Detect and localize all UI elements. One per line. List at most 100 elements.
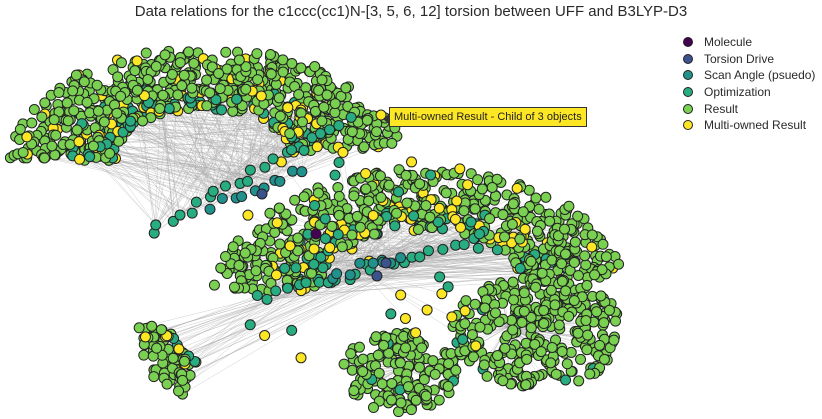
optimization-node[interactable] [458, 239, 470, 251]
graph-node[interactable] [351, 210, 363, 222]
graph-node[interactable] [472, 174, 484, 186]
graph-node[interactable] [586, 229, 598, 241]
graph-node[interactable] [582, 329, 594, 341]
torsion-drive-node[interactable] [371, 270, 383, 282]
graph-node[interactable] [613, 258, 625, 270]
graph-node[interactable] [400, 169, 412, 181]
graph-node[interactable] [507, 324, 519, 336]
graph-node[interactable] [378, 339, 390, 351]
graph-node[interactable] [553, 319, 565, 331]
graph-node[interactable] [416, 342, 428, 354]
graph-node[interactable] [460, 295, 472, 307]
graph-node[interactable] [581, 344, 593, 356]
graph-node[interactable] [521, 353, 533, 365]
graph-node[interactable] [167, 352, 179, 364]
graph-node[interactable] [529, 338, 541, 350]
graph-node[interactable] [414, 178, 426, 190]
graph-node[interactable] [252, 74, 264, 86]
graph-node[interactable] [36, 111, 48, 123]
optimization-node[interactable] [314, 128, 326, 140]
graph-node[interactable] [360, 168, 372, 180]
graph-node[interactable] [492, 350, 504, 362]
optimization-node[interactable] [174, 209, 186, 221]
graph-node[interactable] [255, 90, 267, 102]
graph-node[interactable] [316, 74, 328, 86]
graph-node[interactable] [324, 242, 336, 254]
graph-node[interactable] [386, 377, 398, 389]
graph-node[interactable] [360, 183, 372, 195]
graph-node[interactable] [298, 191, 310, 203]
graph-node[interactable] [400, 342, 412, 354]
graph-node[interactable] [410, 327, 422, 339]
graph-node[interactable] [408, 210, 420, 222]
graph-node[interactable] [140, 47, 152, 59]
graph-node[interactable] [429, 368, 441, 380]
graph-node[interactable] [402, 381, 414, 393]
graph-node[interactable] [358, 141, 370, 153]
graph-node[interactable] [329, 98, 341, 110]
optimization-node[interactable] [244, 164, 256, 176]
graph-node[interactable] [305, 267, 317, 279]
graph-node[interactable] [346, 126, 358, 138]
graph-node[interactable] [499, 231, 511, 243]
graph-node[interactable] [133, 322, 145, 334]
graph-node[interactable] [46, 140, 58, 152]
legend-item-scan-angle[interactable]: Scan Angle (psuedo) [683, 67, 815, 84]
graph-node[interactable] [538, 318, 550, 330]
graph-node[interactable] [371, 126, 383, 138]
legend-item-result[interactable]: Result [683, 100, 815, 117]
graph-node[interactable] [445, 348, 457, 360]
graph-node[interactable] [112, 71, 124, 83]
graph-node[interactable] [240, 83, 252, 95]
graph-node[interactable] [313, 84, 325, 96]
graph-node[interactable] [318, 101, 330, 113]
graph-node[interactable] [497, 209, 509, 221]
graph-node[interactable] [469, 298, 481, 310]
graph-node[interactable] [204, 87, 216, 99]
graph-node[interactable] [559, 223, 571, 235]
graph-node[interactable] [552, 230, 564, 242]
graph-node[interactable] [421, 304, 433, 316]
graph-node[interactable] [507, 198, 519, 210]
graph-node[interactable] [591, 306, 603, 318]
graph-node[interactable] [178, 355, 190, 367]
graph-node[interactable] [111, 107, 123, 119]
optimization-node[interactable] [150, 219, 162, 231]
graph-node[interactable] [424, 211, 436, 223]
optimization-node[interactable] [270, 285, 282, 297]
graph-node[interactable] [563, 200, 575, 212]
optimization-node[interactable] [345, 111, 357, 123]
graph-node[interactable] [240, 61, 252, 73]
graph-node[interactable] [530, 192, 542, 204]
scan-angle-node[interactable] [216, 192, 228, 204]
graph-node[interactable] [589, 269, 601, 281]
graph-node[interactable] [231, 93, 243, 105]
graph-node[interactable] [338, 358, 350, 370]
graph-node[interactable] [142, 73, 154, 85]
graph-node[interactable] [394, 357, 406, 369]
graph-node[interactable] [340, 82, 352, 94]
graph-node[interactable] [53, 106, 65, 118]
graph-node[interactable] [104, 147, 116, 159]
graph-node[interactable] [536, 267, 548, 279]
graph-node[interactable] [129, 65, 141, 77]
optimization-node[interactable] [286, 144, 298, 156]
graph-node[interactable] [518, 305, 530, 317]
graph-node[interactable] [289, 194, 301, 206]
graph-node[interactable] [290, 262, 302, 274]
graph-node[interactable] [594, 339, 606, 351]
graph-node[interactable] [432, 216, 444, 228]
graph-node[interactable] [374, 170, 386, 182]
graph-node[interactable] [368, 228, 380, 240]
graph-node[interactable] [155, 324, 167, 336]
graph-node[interactable] [586, 241, 598, 253]
graph-node[interactable] [455, 221, 467, 233]
graph-node[interactable] [186, 82, 198, 94]
graph-node[interactable] [565, 346, 577, 358]
graph-node[interactable] [545, 284, 557, 296]
graph-node[interactable] [220, 46, 232, 58]
optimization-node[interactable] [414, 251, 426, 263]
graph-node[interactable] [14, 123, 26, 135]
graph-node[interactable] [572, 269, 584, 281]
